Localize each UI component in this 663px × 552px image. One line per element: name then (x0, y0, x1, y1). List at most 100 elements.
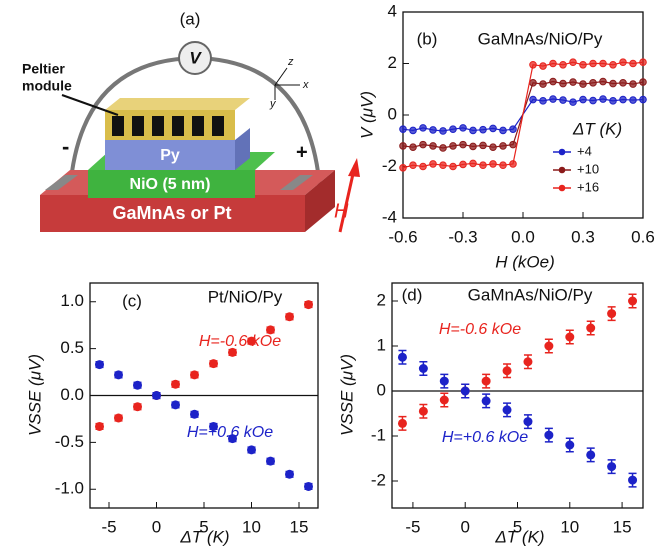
data-point (398, 353, 407, 362)
data-point (500, 127, 507, 134)
y-tick-label: 0.0 (60, 385, 84, 404)
data-point (490, 161, 497, 168)
minus-label: - (62, 134, 69, 159)
data-point (209, 359, 218, 368)
x-tick-label: 15 (290, 517, 309, 536)
x-tick-label: -0.3 (448, 227, 477, 246)
series-label: H=+0.6 kOe (187, 424, 273, 441)
data-point (450, 143, 457, 150)
y-tick-label: -1 (371, 425, 386, 444)
data-point (400, 143, 407, 150)
data-point (460, 125, 467, 132)
data-point (590, 80, 597, 87)
data-point (500, 143, 507, 150)
data-point (440, 377, 449, 386)
data-point (565, 441, 574, 450)
data-point (600, 78, 607, 85)
x-tick-label: 10 (560, 517, 579, 536)
x-axis-label: ΔT (K) (179, 527, 229, 546)
data-point (620, 59, 627, 66)
schematic: (a) V Peltier module Py NiO (5 nm) GaMnA… (22, 9, 360, 232)
x-tick-label: 0 (460, 517, 469, 536)
data-point (503, 366, 512, 375)
data-point (480, 162, 487, 169)
data-point (550, 96, 557, 103)
data-point (540, 81, 547, 88)
data-point (430, 127, 437, 134)
y-tick-label: 4 (388, 1, 397, 20)
data-point (410, 162, 417, 169)
peltier-label: module (22, 78, 72, 94)
data-point (482, 396, 491, 405)
x-tick-label: -0.6 (388, 227, 417, 246)
data-point (400, 164, 407, 171)
legend-marker (559, 167, 566, 174)
x-axis-label: ΔT (K) (494, 527, 544, 546)
data-point (190, 370, 199, 379)
data-point (607, 462, 616, 471)
legend-label: +4 (577, 143, 592, 158)
data-point (480, 142, 487, 149)
data-point (304, 482, 313, 491)
y-tick-label: 2 (388, 53, 397, 72)
y-axis-label: VSSE (μV) (337, 354, 356, 436)
panel-title: GaMnAs/NiO/Py (468, 285, 593, 304)
data-point (95, 360, 104, 369)
x-tick-label: 0.3 (571, 227, 595, 246)
data-point (410, 127, 417, 134)
panel: -5051015-1.0-0.50.00.51.0(c)Pt/NiO/PyΔT … (25, 283, 318, 546)
data-point (247, 445, 256, 454)
x-axis-label: H (kOe) (495, 252, 555, 271)
x-tick-label: 0 (152, 517, 161, 536)
y-tick-label: 2 (377, 290, 386, 309)
data-point (630, 97, 637, 104)
x-tick-label: 10 (242, 517, 261, 536)
data-point (540, 63, 547, 70)
data-point (470, 160, 477, 167)
x-tick-label: 15 (613, 517, 632, 536)
data-point (640, 79, 647, 86)
panel-label: (c) (122, 291, 142, 310)
data-point (630, 60, 637, 67)
data-point (420, 125, 427, 132)
data-point (152, 391, 161, 400)
panel-label: (d) (402, 285, 423, 304)
data-point (114, 414, 123, 423)
data-point (440, 128, 447, 135)
x-tick-label: 0.6 (631, 227, 655, 246)
x-tick-label: -5 (405, 517, 420, 536)
data-point (570, 99, 577, 106)
layer-label: Py (160, 147, 180, 164)
voltmeter-label: V (189, 48, 202, 67)
data-point (430, 143, 437, 150)
data-point (600, 96, 607, 103)
data-point (190, 410, 199, 419)
peltier-label: Peltier (22, 61, 65, 77)
data-point (550, 78, 557, 85)
y-tick-label: 0.5 (60, 338, 84, 357)
data-point (580, 96, 587, 103)
data-point (133, 402, 142, 411)
plot-frame (392, 283, 643, 508)
data-point (565, 333, 574, 342)
data-point (610, 80, 617, 87)
data-point (628, 476, 637, 485)
panel-title: Pt/NiO/Py (208, 287, 283, 306)
data-point (480, 126, 487, 133)
peltier-top (105, 98, 250, 110)
data-point (410, 144, 417, 151)
data-point (590, 97, 597, 104)
data-point (544, 431, 553, 440)
y-tick-label: 0 (377, 380, 386, 399)
data-point (586, 324, 595, 333)
data-point (470, 143, 477, 150)
figure: (a) V Peltier module Py NiO (5 nm) GaMnA… (0, 0, 663, 552)
data-point (510, 126, 517, 133)
data-point (600, 60, 607, 67)
data-point (285, 312, 294, 321)
panel-label: (b) (417, 29, 438, 48)
plus-label: + (296, 141, 308, 163)
data-point (440, 162, 447, 169)
data-point (420, 163, 427, 170)
legend-marker (559, 149, 566, 156)
